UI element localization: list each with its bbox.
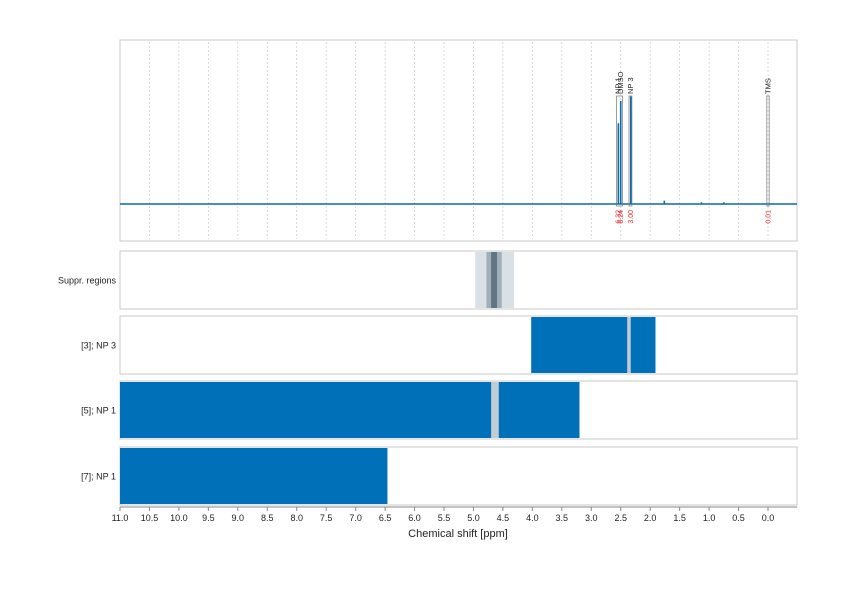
peak-label: NP 3 <box>626 77 635 94</box>
x-tick-label: 3.5 <box>556 513 569 523</box>
track-region <box>491 382 499 438</box>
track-label: [7]; NP 1 <box>81 472 116 482</box>
x-tick-label: 3.0 <box>585 513 598 523</box>
grid-lines <box>119 42 769 239</box>
x-tick-label: 5.0 <box>467 513 480 523</box>
x-tick-label: 9.0 <box>232 513 245 523</box>
x-tick-label: 2.5 <box>614 513 627 523</box>
track-label: Suppr. regions <box>58 276 117 286</box>
x-tick-label: 11.0 <box>112 513 129 523</box>
x-tick-label: 4.5 <box>497 513 510 523</box>
x-tick-label: 0.0 <box>762 513 775 523</box>
track-frame <box>119 250 798 310</box>
peak-bracket <box>766 95 770 207</box>
spectrum <box>120 96 797 205</box>
track-region <box>120 382 580 438</box>
x-tick-label: 6.5 <box>379 513 392 523</box>
x-tick-label: 1.5 <box>673 513 686 523</box>
x-tick-label: 9.5 <box>202 513 215 523</box>
track-region <box>531 317 656 373</box>
x-tick-label: 1.0 <box>703 513 716 523</box>
integral-value: 6.24 <box>618 210 625 224</box>
track-region <box>491 252 498 308</box>
integral-value: 3.00 <box>628 210 635 224</box>
tracks: Suppr. regions [3]; NP 3 [5]; NP 1 [7]; NP … <box>58 250 798 506</box>
x-tick-label: 10.5 <box>141 513 159 523</box>
integral-value: 0.01 <box>766 210 773 224</box>
x-tick-label: 7.5 <box>320 513 333 523</box>
track-frame <box>119 315 798 375</box>
annotations: DMSO 6.24 NP 3 3.00 NP 1 6.32 TMS 0.01 <box>613 71 772 223</box>
peak-bracket <box>628 95 633 207</box>
x-tick-label: 8.0 <box>290 513 303 523</box>
x-tick-label: 8.5 <box>261 513 274 523</box>
spectrum-panel <box>119 39 798 242</box>
track-region <box>120 448 388 504</box>
x-tick-label: 0.5 <box>732 513 745 523</box>
track-region <box>627 317 631 373</box>
peak-bracket <box>616 95 623 207</box>
x-tick-label: 6.0 <box>408 513 421 523</box>
x-tick-label: 4.0 <box>526 513 539 523</box>
track-label: [5]; NP 1 <box>81 406 116 416</box>
x-tick-label: 2.0 <box>644 513 657 523</box>
x-axis-label: Chemical shift [ppm] <box>408 528 508 540</box>
x-tick-label: 7.0 <box>349 513 362 523</box>
peak-label: TMS <box>764 78 773 94</box>
x-axis: 11.0 10.5 10.0 9.5 9.0 8.5 8.0 7.5 7.0 6.5 6.0 5.5 5… <box>112 506 797 523</box>
peak-label: DMSO <box>616 71 625 94</box>
peak-label: NP 1 <box>613 77 622 94</box>
x-tick-label: 10.0 <box>170 513 188 523</box>
integral-value: 6.32 <box>615 210 622 224</box>
x-tick-label: 5.5 <box>438 513 451 523</box>
track-label: [3]; NP 3 <box>81 341 116 351</box>
